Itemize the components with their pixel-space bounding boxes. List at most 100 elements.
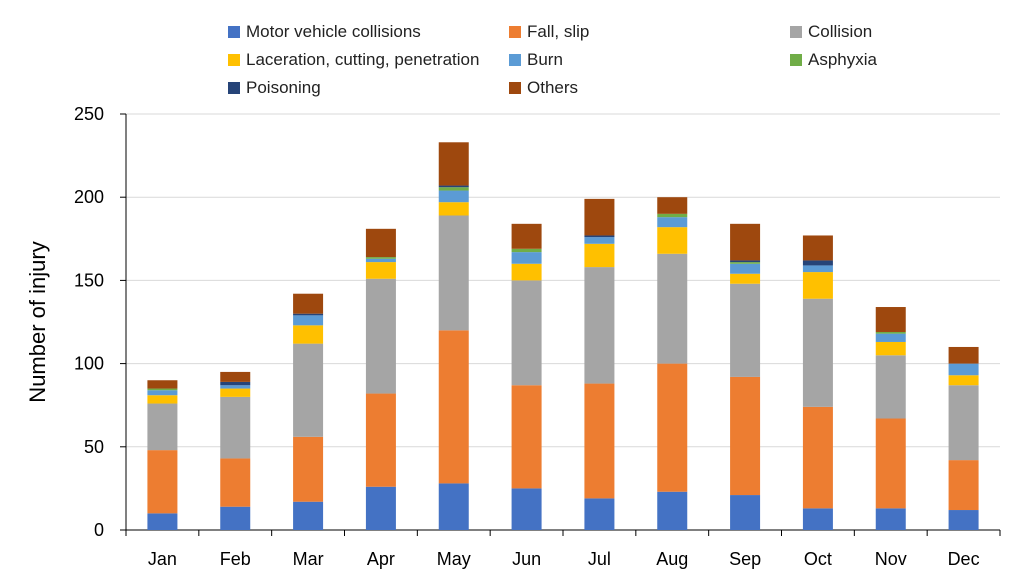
bar-segment — [875, 331, 906, 334]
legend-swatch — [509, 82, 521, 94]
bar-segment — [657, 253, 688, 364]
bar-segment — [147, 388, 178, 391]
x-tick-label: Jan — [148, 549, 177, 569]
bar-segment — [584, 498, 615, 530]
legend-swatch — [228, 82, 240, 94]
bar-segment — [220, 458, 251, 507]
bar-segment — [365, 262, 396, 279]
bar-segment — [438, 215, 469, 331]
bar-segment — [584, 243, 615, 268]
x-tick-label: Dec — [948, 549, 980, 569]
bar-segment — [948, 460, 979, 511]
bar-segment — [220, 385, 251, 389]
bar-segment — [220, 396, 251, 459]
legend-item: Asphyxia — [790, 48, 877, 72]
bar-segment — [730, 260, 761, 263]
bar-segment — [293, 325, 324, 344]
bar-segment — [511, 385, 542, 489]
bar-segment — [875, 355, 906, 419]
legend-swatch — [790, 26, 802, 38]
x-tick-label: Oct — [804, 549, 832, 569]
bar-segment — [730, 262, 761, 264]
y-tick-label: 100 — [74, 354, 104, 374]
bar-segment — [438, 187, 469, 191]
bar-segment — [584, 267, 615, 384]
bar-segment — [584, 237, 615, 244]
bar-segment — [802, 508, 833, 530]
bar-segment — [511, 488, 542, 530]
bar-segment — [293, 315, 324, 326]
legend-item: Poisoning — [228, 76, 321, 100]
y-tick-label: 0 — [94, 520, 104, 540]
bar-segment — [875, 341, 906, 356]
chart-legend: Motor vehicle collisions Fall, slip Collis… — [0, 0, 1024, 110]
bar-segment — [948, 510, 979, 530]
bar-segment — [147, 513, 178, 530]
bar-segment — [365, 258, 396, 263]
y-tick-label: 50 — [84, 437, 104, 457]
bar-segment — [293, 293, 324, 314]
legend-item: Burn — [509, 48, 563, 72]
bar-segment — [730, 283, 761, 377]
legend-item: Motor vehicle collisions — [228, 20, 421, 44]
bar-segment — [220, 388, 251, 397]
legend-item: Fall, slip — [509, 20, 589, 44]
x-tick-label: Sep — [729, 549, 761, 569]
x-tick-label: Jul — [588, 549, 611, 569]
bar-segment — [802, 260, 833, 266]
bar-segment — [365, 257, 396, 259]
y-tick-label: 250 — [74, 104, 104, 124]
x-tick-label: May — [437, 549, 471, 569]
bar-segment — [657, 197, 688, 214]
bar-segment — [657, 363, 688, 492]
bar-segment — [365, 278, 396, 394]
legend-swatch — [228, 54, 240, 66]
legend-swatch — [790, 54, 802, 66]
x-tick-label: Mar — [293, 549, 324, 569]
bar-segment — [948, 375, 979, 386]
bar-segment — [438, 190, 469, 203]
bar-segment — [438, 202, 469, 216]
bar-segment — [220, 371, 251, 382]
bar-segment — [147, 450, 178, 514]
bar-segment — [293, 436, 324, 502]
bar-segment — [511, 248, 542, 253]
bar-segment — [438, 142, 469, 186]
legend-label: Burn — [527, 50, 563, 69]
bar-segment — [511, 223, 542, 249]
bar-segment — [657, 213, 688, 218]
legend-label: Asphyxia — [808, 50, 877, 69]
bar-segment — [584, 235, 615, 238]
bar-segment — [584, 383, 615, 499]
bar-segment — [220, 381, 251, 386]
x-tick-label: Aug — [656, 549, 688, 569]
legend-label: Laceration, cutting, penetration — [246, 50, 480, 69]
x-tick-label: Apr — [367, 549, 395, 569]
bar-segment — [147, 380, 178, 389]
bar-segment — [802, 298, 833, 407]
y-tick-label: 150 — [74, 270, 104, 290]
bar-segment — [802, 265, 833, 273]
bar-segment — [875, 508, 906, 530]
bar-segment — [802, 272, 833, 299]
bar-segment — [948, 385, 979, 461]
bar-segment — [511, 252, 542, 264]
x-tick-label: Jun — [512, 549, 541, 569]
bar-segment — [802, 406, 833, 509]
legend-label: Poisoning — [246, 78, 321, 97]
bar-segment — [730, 376, 761, 496]
bar-segment — [802, 235, 833, 261]
bar-segment — [948, 346, 979, 364]
bar-segment — [438, 483, 469, 530]
legend-item: Laceration, cutting, penetration — [228, 48, 479, 72]
bar-segment — [147, 403, 178, 451]
bar-segment — [657, 217, 688, 228]
bar-segment — [584, 198, 615, 236]
bar-segment — [657, 227, 688, 254]
bar-segment — [365, 228, 396, 258]
bar-segment — [657, 491, 688, 530]
bar-segment — [438, 330, 469, 484]
legend-item: Others — [509, 76, 578, 100]
